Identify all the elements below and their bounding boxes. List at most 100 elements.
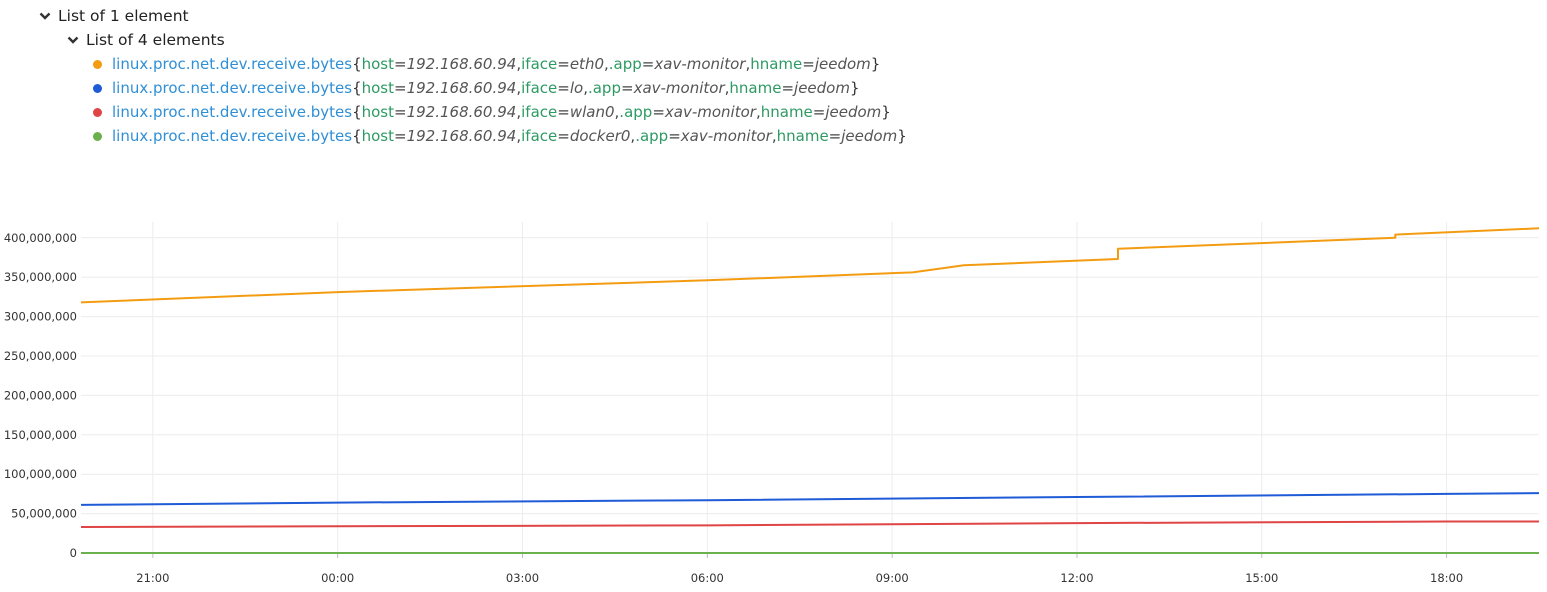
brace-open: { bbox=[352, 55, 362, 73]
series-row[interactable]: linux.proc.net.dev.receive.bytes{host = 1… bbox=[93, 77, 860, 99]
tag-equals: = bbox=[557, 79, 570, 97]
tag-value: jeedom bbox=[841, 127, 898, 145]
brace-open: { bbox=[352, 127, 362, 145]
tag-value: lo bbox=[569, 79, 584, 97]
tag-key: hname bbox=[760, 103, 813, 121]
x-tick-label: 12:00 bbox=[1060, 571, 1093, 585]
tag-separator: , bbox=[614, 103, 620, 121]
line-chart: 21:00 00:00 03:00 06:00 09:00 12:00 15:00 18:00… bbox=[4, 222, 1540, 585]
tag-value: xav-monitor bbox=[664, 103, 756, 121]
tag-equals: = bbox=[557, 103, 570, 121]
series-line-2 bbox=[80, 492, 1540, 506]
tag-separator: , bbox=[745, 55, 751, 73]
tag-equals: = bbox=[394, 79, 407, 97]
brace-open: { bbox=[352, 79, 362, 97]
tag-value: xav-monitor bbox=[633, 79, 725, 97]
chevron-down-icon[interactable] bbox=[66, 30, 80, 50]
tag-value: jeedom bbox=[794, 79, 850, 97]
tag-equals: = bbox=[812, 103, 826, 121]
x-tick-label: 18:00 bbox=[1430, 571, 1463, 585]
tag-equals: = bbox=[557, 127, 570, 145]
tag-separator: , bbox=[771, 127, 777, 145]
series-row[interactable]: linux.proc.net.dev.receive.bytes{host = 1… bbox=[93, 125, 907, 147]
tag-key: hname bbox=[776, 127, 829, 145]
tag-value: xav-monitor bbox=[654, 55, 746, 73]
y-tick-label: 400,000,000 bbox=[4, 231, 77, 245]
tag-key: host bbox=[361, 79, 395, 97]
tag-separator: , bbox=[516, 103, 522, 121]
series-color-dot bbox=[93, 131, 102, 141]
metric-name: linux.proc.net.dev.receive.bytes bbox=[112, 55, 353, 73]
tag-key: iface bbox=[521, 55, 558, 73]
metric-name: linux.proc.net.dev.receive.bytes bbox=[112, 103, 353, 121]
tag-value: xav-monitor bbox=[680, 127, 772, 145]
tag-key: iface bbox=[521, 79, 558, 97]
tag-key: iface bbox=[521, 127, 558, 145]
tag-key: host bbox=[361, 55, 395, 73]
brace-close: } bbox=[870, 55, 881, 73]
series-color-dot bbox=[93, 107, 102, 117]
tag-equals: = bbox=[394, 103, 407, 121]
tag-key: host bbox=[361, 127, 395, 145]
brace-close: } bbox=[881, 103, 891, 121]
y-tick-label: 250,000,000 bbox=[4, 349, 77, 363]
tag-equals: = bbox=[652, 103, 665, 121]
tag-equals: = bbox=[828, 127, 842, 145]
x-tick-label: 00:00 bbox=[321, 571, 354, 585]
tag-key: iface bbox=[521, 103, 558, 121]
tag-key: .app bbox=[619, 103, 653, 121]
y-tick-label: 350,000,000 bbox=[4, 270, 77, 284]
tag-separator: , bbox=[755, 103, 761, 121]
y-tick-label: 50,000,000 bbox=[11, 507, 77, 521]
tag-separator: , bbox=[724, 79, 730, 97]
x-tick-label: 06:00 bbox=[691, 571, 724, 585]
tag-separator: , bbox=[516, 55, 522, 73]
tag-equals: = bbox=[620, 79, 634, 97]
tag-key: host bbox=[361, 103, 395, 121]
tag-equals: = bbox=[668, 127, 681, 145]
tag-value: 192.168.60.94 bbox=[406, 79, 517, 97]
x-tick-label: 09:00 bbox=[876, 571, 909, 585]
y-tick-label: 150,000,000 bbox=[4, 428, 77, 442]
tag-key: .app bbox=[608, 55, 642, 73]
tree-child-label: List of 4 elements bbox=[86, 31, 225, 49]
brace-close: } bbox=[849, 79, 860, 97]
series-row[interactable]: linux.proc.net.dev.receive.bytes{host = 1… bbox=[93, 101, 891, 123]
tag-equals: = bbox=[802, 55, 815, 73]
series-line-1 bbox=[80, 227, 1540, 304]
brace-close: } bbox=[897, 127, 907, 145]
tag-separator: , bbox=[516, 127, 522, 145]
y-tick-label: 100,000,000 bbox=[4, 467, 77, 481]
tag-key: hname bbox=[750, 55, 803, 73]
tag-separator: , bbox=[516, 79, 522, 97]
tag-equals: = bbox=[557, 55, 570, 73]
x-tick-label: 03:00 bbox=[506, 571, 539, 585]
tag-equals: = bbox=[394, 127, 407, 145]
x-tick-label: 21:00 bbox=[136, 571, 169, 585]
tag-value: eth0 bbox=[569, 55, 604, 73]
tree-root[interactable]: List of 1 element bbox=[38, 6, 189, 26]
tag-key: .app bbox=[587, 79, 621, 97]
tag-key: hname bbox=[729, 79, 782, 97]
y-tick-label: 200,000,000 bbox=[4, 388, 77, 402]
tag-separator: , bbox=[583, 79, 588, 97]
tree-child[interactable]: List of 4 elements bbox=[66, 30, 225, 50]
tag-value: jeedom bbox=[814, 55, 871, 73]
tag-equals: = bbox=[394, 55, 407, 73]
tag-value: 192.168.60.94 bbox=[406, 103, 517, 121]
brace-open: { bbox=[352, 103, 362, 121]
series-row[interactable]: linux.proc.net.dev.receive.bytes{host = 1… bbox=[93, 53, 880, 75]
chevron-down-icon[interactable] bbox=[38, 6, 52, 26]
tag-key: .app bbox=[635, 127, 669, 145]
x-tick-label: 15:00 bbox=[1245, 571, 1278, 585]
series-color-dot bbox=[93, 59, 102, 69]
metric-name: linux.proc.net.dev.receive.bytes bbox=[112, 127, 353, 145]
y-tick-label: 0 bbox=[70, 546, 77, 560]
tag-separator: , bbox=[604, 55, 609, 73]
series-color-dot bbox=[93, 83, 102, 93]
metric-name: linux.proc.net.dev.receive.bytes bbox=[112, 79, 353, 97]
series-line-3 bbox=[80, 520, 1539, 528]
tag-separator: , bbox=[630, 127, 636, 145]
tag-equals: = bbox=[781, 79, 795, 97]
tree-root-label: List of 1 element bbox=[58, 7, 189, 25]
